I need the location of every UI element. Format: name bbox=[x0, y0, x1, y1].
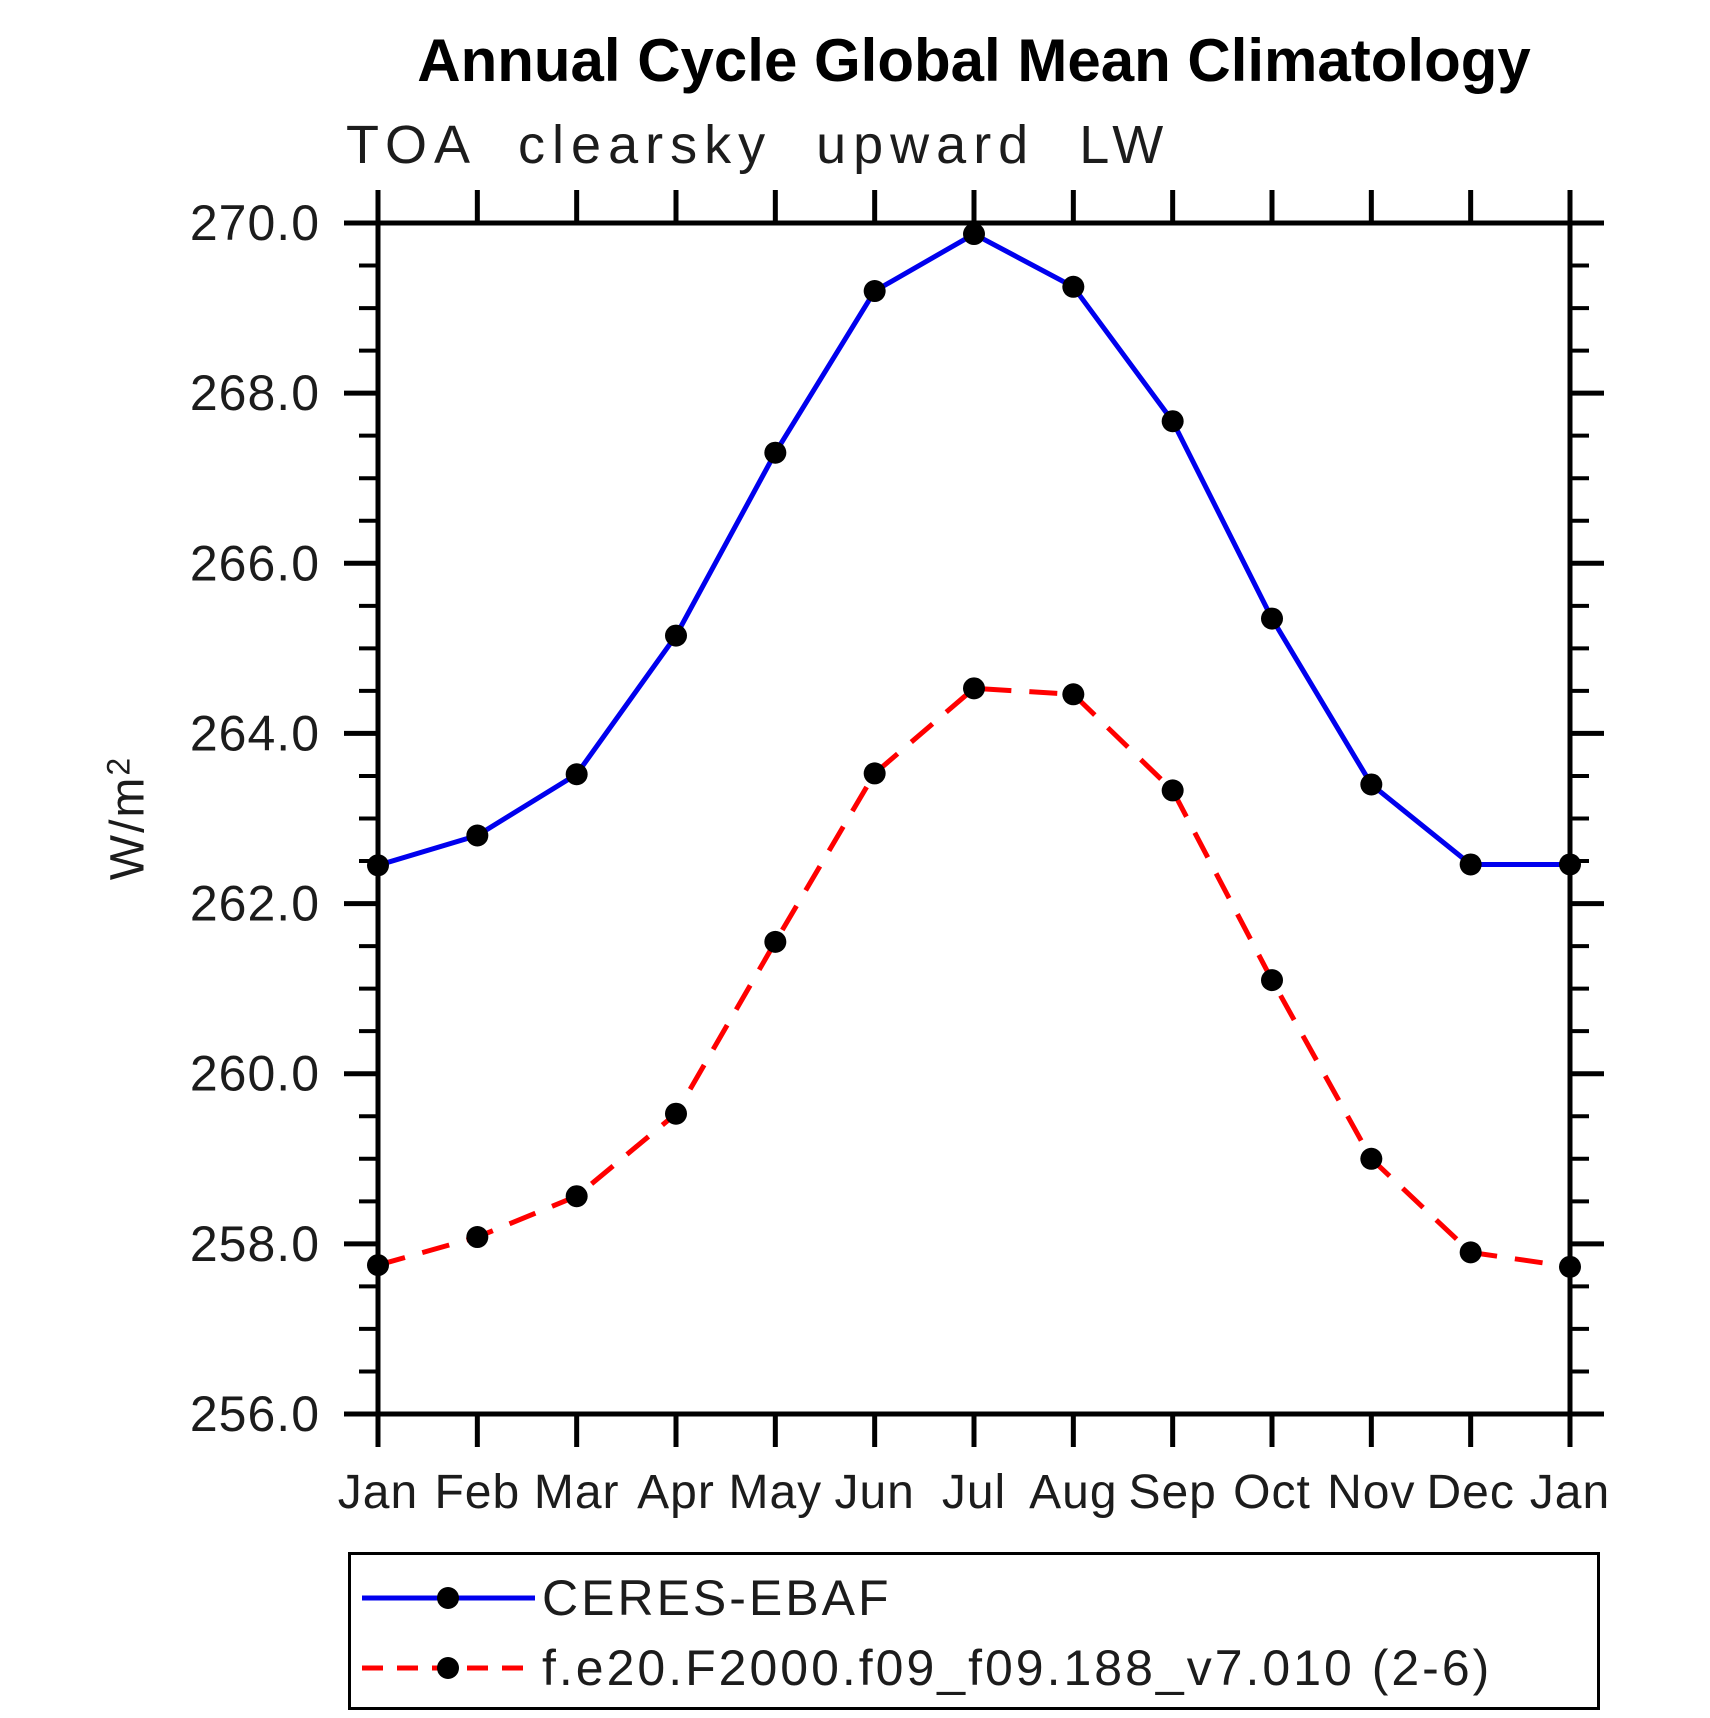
chart-title: Annual Cycle Global Mean Climatology bbox=[417, 27, 1531, 94]
x-tick-label: Jul bbox=[942, 1466, 1006, 1519]
data-point-marker bbox=[1261, 969, 1283, 992]
data-point-marker bbox=[1062, 683, 1085, 706]
y-tick-label: 266.0 bbox=[190, 535, 320, 591]
y-tick-label: 262.0 bbox=[190, 876, 320, 932]
data-point-marker bbox=[367, 854, 389, 877]
plot-frame bbox=[375, 220, 1573, 1417]
x-tick-label: Oct bbox=[1233, 1466, 1311, 1519]
legend-label: CERES-EBAF bbox=[542, 1570, 892, 1626]
x-tick-label: Mar bbox=[534, 1466, 620, 1519]
data-point-marker bbox=[1360, 773, 1383, 796]
data-point-marker bbox=[1360, 1147, 1383, 1170]
legend-item-ceres: CERES-EBAF bbox=[351, 1570, 892, 1626]
data-point-marker bbox=[1161, 410, 1184, 433]
x-tick-label: Jan bbox=[338, 1466, 418, 1519]
y-tick-label: 268.0 bbox=[190, 365, 320, 421]
y-tick-label: 260.0 bbox=[190, 1046, 320, 1102]
chart-subtitle: TOA clearsky upward LW bbox=[346, 115, 1171, 175]
data-point-marker bbox=[1062, 275, 1085, 298]
series-line-solid bbox=[377, 231, 1570, 868]
x-tick-label: Feb bbox=[434, 1466, 520, 1519]
data-point-marker bbox=[665, 1102, 687, 1125]
y-tick-label: 270.0 bbox=[190, 195, 320, 251]
x-tick-label: Sep bbox=[1128, 1466, 1216, 1519]
data-point-marker bbox=[863, 280, 886, 303]
data-point-marker bbox=[565, 1185, 588, 1208]
legend-box: CERES-EBAF f.e20.F2000.f09_f09.188_v7.01… bbox=[348, 1552, 1600, 1710]
x-tick-label: Jun bbox=[834, 1466, 914, 1519]
legend-item-model: f.e20.F2000.f09_f09.188_v7.010 (2-6) bbox=[351, 1640, 1492, 1696]
x-tick-label: May bbox=[728, 1466, 822, 1519]
y-tick-label: 258.0 bbox=[190, 1216, 320, 1272]
x-tick-label: Nov bbox=[1327, 1466, 1415, 1519]
x-tick-label: Apr bbox=[637, 1466, 715, 1519]
data-point-marker bbox=[963, 223, 985, 246]
data-point-marker bbox=[665, 624, 687, 647]
data-point-marker bbox=[466, 824, 489, 847]
data-point-marker bbox=[764, 930, 787, 953]
data-point-marker bbox=[1459, 853, 1482, 876]
x-tick-label: Dec bbox=[1426, 1466, 1514, 1519]
data-point-marker bbox=[565, 763, 588, 786]
y-tick-label: 264.0 bbox=[190, 705, 320, 761]
data-point-marker bbox=[1559, 1255, 1581, 1278]
x-tick-label: Jan bbox=[1530, 1466, 1610, 1519]
data-point-marker bbox=[963, 677, 985, 700]
data-point-marker bbox=[764, 441, 787, 464]
legend-marker-icon bbox=[437, 1587, 459, 1609]
y-axis: 256.0 258.0 260.0 262.0 264.0 266.0 268.0 270.0 bbox=[190, 195, 1604, 1442]
data-point-marker bbox=[1161, 779, 1184, 802]
legend-line-dashed bbox=[362, 1657, 535, 1679]
data-point-marker bbox=[367, 1254, 389, 1277]
x-axis: Jan Feb Mar Apr May Jun Jul Aug Sep Oct Nov Dec Jan bbox=[338, 190, 1610, 1519]
legend-label: f.e20.F2000.f09_f09.188_v7.010 (2-6) bbox=[542, 1640, 1493, 1696]
data-point-marker bbox=[466, 1226, 489, 1249]
data-point-marker bbox=[1261, 607, 1283, 630]
series-line-dashed bbox=[377, 685, 1571, 1270]
data-point-marker bbox=[1559, 853, 1581, 876]
y-tick-label: 256.0 bbox=[190, 1386, 320, 1442]
data-point-marker bbox=[1459, 1241, 1482, 1264]
x-tick-label: Aug bbox=[1029, 1466, 1117, 1519]
legend-marker-icon bbox=[437, 1657, 459, 1679]
data-point-marker bbox=[863, 762, 886, 785]
legend-line-solid bbox=[362, 1587, 535, 1609]
